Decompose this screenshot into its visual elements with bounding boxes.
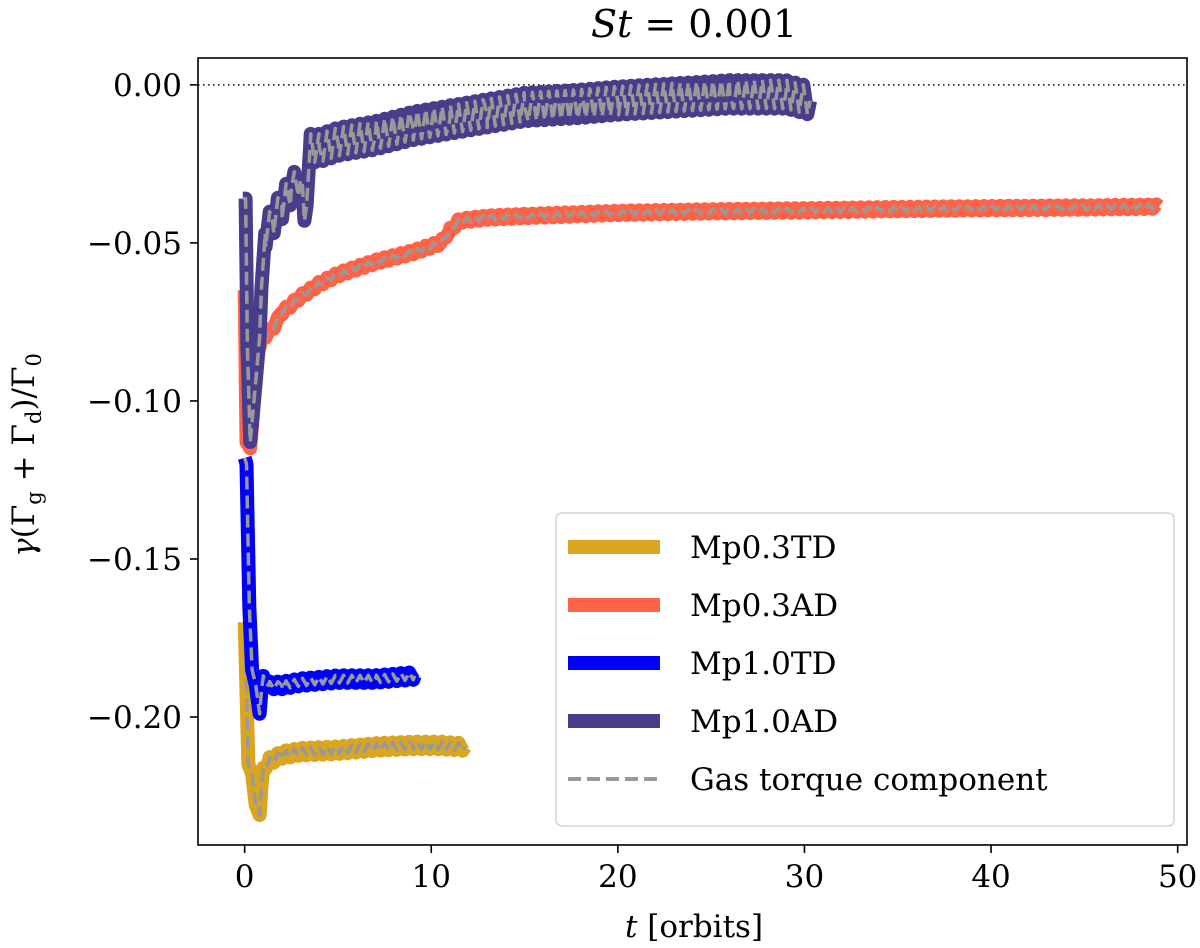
gas-torque-line-mp03td [242, 622, 467, 817]
y-tick-label: −0.20 [87, 700, 182, 736]
y-axis-label: γ(Γg + Γd)/Γ0 [6, 353, 46, 557]
y-tick-label: −0.05 [87, 226, 182, 262]
x-tick-label: 40 [971, 859, 1010, 895]
gas-torque-line-mp10ad [242, 78, 812, 444]
legend-label-mp0-3ad: Mp0.3AD [690, 588, 838, 624]
gas-torque-line-mp03ad [242, 202, 1161, 451]
title-variable: St [591, 2, 633, 46]
series-line-mp03td [237, 622, 471, 822]
legend-label-mp0-3td: Mp0.3TD [690, 530, 836, 566]
x-tick-label: 0 [235, 859, 255, 895]
legend-label-mp1-0ad: Mp1.0AD [690, 704, 838, 740]
axis-ticks: 0 10 20 30 40 50 0.00 −0.05 −0.10 −0.15 −0.20 [87, 68, 1197, 895]
x-axis-label: t [orbits] [625, 909, 763, 945]
chart-title: St = 0.001 [591, 2, 797, 46]
y-tick-label: 0.00 [113, 68, 182, 104]
title-value: = 0.001 [632, 2, 797, 46]
legend: Mp0.3TD Mp0.3AD Mp1.0TD Mp1.0AD Gas torque c… [555, 512, 1175, 827]
gas-torque-line-mp10td [243, 457, 417, 716]
x-tick-label: 20 [598, 859, 637, 895]
axes-frame [197, 57, 1188, 846]
y-tick-label: −0.10 [87, 384, 182, 420]
legend-label-gas-torque-component: Gas torque component [690, 762, 1048, 798]
series-line-mp03ad [237, 197, 1164, 456]
x-axis-variable: t [625, 909, 638, 945]
x-tick-label: 10 [412, 859, 451, 895]
x-tick-label: 30 [785, 859, 824, 895]
x-axis-unit: [orbits] [637, 909, 763, 945]
y-tick-label: −0.15 [87, 542, 182, 578]
x-tick-label: 50 [1158, 859, 1197, 895]
legend-box [555, 512, 1175, 827]
series-line-mp10td [237, 455, 422, 721]
legend-label-mp1-0td: Mp1.0TD [690, 646, 836, 682]
plot-area [198, 73, 1187, 822]
